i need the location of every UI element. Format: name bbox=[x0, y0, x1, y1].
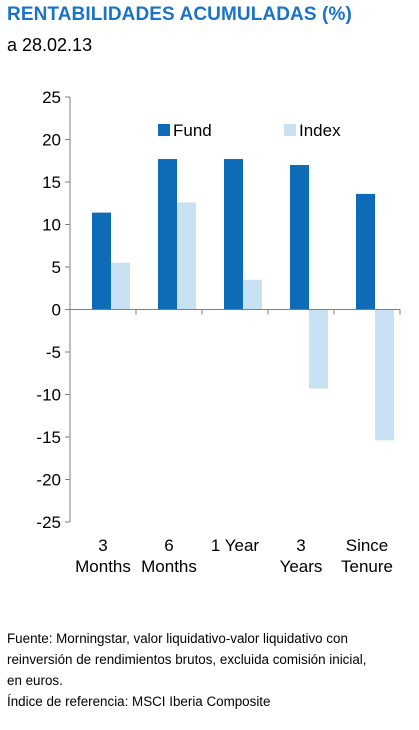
fund-bar bbox=[92, 212, 111, 310]
category-label: 3 bbox=[98, 536, 107, 555]
fund-bar bbox=[158, 159, 177, 310]
y-tick-label: 15 bbox=[42, 173, 61, 192]
index-bar bbox=[243, 279, 262, 310]
legend-label-fund: Fund bbox=[173, 121, 212, 140]
y-tick-label: -10 bbox=[36, 386, 61, 405]
category-label: Since bbox=[346, 536, 389, 555]
y-tick-label: 0 bbox=[52, 301, 61, 320]
chart-title: RENTABILIDADES ACUMULADAS (%) bbox=[7, 4, 352, 25]
bar-chart: 25 20 15 10 5 0 -5 -10 -15 -20 -25 3 Months 6 Months 1 … bbox=[36, 88, 401, 576]
index-bar bbox=[111, 262, 130, 310]
y-tick-label: -25 bbox=[36, 513, 61, 532]
y-tick-label: 20 bbox=[42, 131, 61, 150]
chart-subtitle: a 28.02.13 bbox=[7, 35, 93, 55]
category-label: Months bbox=[141, 557, 197, 576]
category-label: Months bbox=[75, 557, 131, 576]
y-tick-label: -20 bbox=[36, 471, 61, 490]
y-tick-label: 25 bbox=[42, 88, 61, 107]
index-bar bbox=[309, 309, 328, 389]
note-line-1: Fuente: Morningstar, valor liquidativo-v… bbox=[7, 631, 348, 646]
category-label: 1 Year bbox=[211, 536, 260, 555]
fund-bar bbox=[290, 165, 309, 310]
source-notes: Fuente: Morningstar, valor liquidativo-v… bbox=[7, 628, 417, 712]
legend-swatch-fund bbox=[158, 124, 170, 136]
fund-bar bbox=[224, 159, 243, 310]
y-tick-label: 10 bbox=[42, 216, 61, 235]
y-tick-label: -5 bbox=[46, 343, 61, 362]
y-tick-label: -15 bbox=[36, 428, 61, 447]
y-tick-label: 5 bbox=[52, 258, 61, 277]
legend-swatch-index bbox=[284, 124, 296, 136]
category-label: 6 bbox=[164, 536, 173, 555]
category-label: 3 bbox=[296, 536, 305, 555]
note-line-3: en euros. bbox=[7, 673, 63, 688]
index-bar bbox=[375, 309, 394, 441]
index-bar bbox=[177, 202, 196, 310]
legend-label-index: Index bbox=[299, 121, 341, 140]
category-label: Tenure bbox=[341, 557, 393, 576]
note-line-2: reinversión de rendimientos brutos, excl… bbox=[7, 652, 367, 667]
note-line-4: Índice de referencia: MSCI Iberia Compos… bbox=[7, 694, 271, 709]
fund-bar bbox=[356, 193, 375, 310]
category-label: Years bbox=[280, 557, 323, 576]
